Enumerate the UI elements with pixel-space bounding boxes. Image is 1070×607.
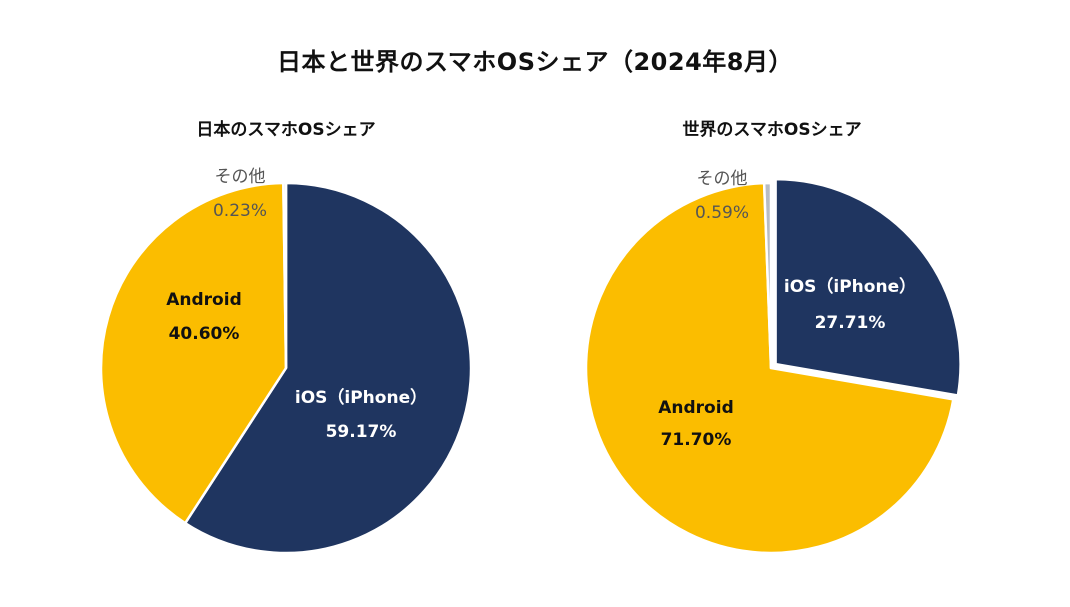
pie-chart-1: iOS（iPhone） 27.71% Android 71.70% その他 0.59% [584, 169, 962, 555]
slice-other [762, 181, 773, 369]
data-label-value: 59.17% [326, 422, 397, 442]
data-label-name: その他 [215, 167, 266, 187]
data-label-name: iOS（iPhone） [784, 276, 916, 297]
data-label-value: 0.59% [695, 203, 749, 223]
data-label-name: Android [658, 398, 734, 418]
chart-title-world: 世界のスマホOSシェア [682, 120, 862, 140]
slice-ios [774, 177, 962, 397]
slice-android [584, 181, 955, 555]
data-label-name: Android [166, 290, 242, 310]
data-label-name: その他 [697, 169, 748, 189]
pie-chart-0: iOS（iPhone） 59.17% Android 40.60% その他 0.23% [99, 167, 473, 555]
data-label-value: 71.70% [661, 430, 732, 450]
data-label-value: 27.71% [815, 313, 886, 333]
slice-android [99, 181, 288, 525]
page-title: 日本と世界のスマホOSシェア（2024年8月） [277, 48, 793, 76]
chart-title-japan: 日本のスマホOSシェア [196, 120, 376, 140]
data-label-name: iOS（iPhone） [295, 387, 427, 408]
data-label-value: 40.60% [169, 324, 240, 344]
data-label-value: 0.23% [213, 201, 267, 221]
slice-ios [183, 181, 473, 555]
slice-other [282, 181, 288, 369]
